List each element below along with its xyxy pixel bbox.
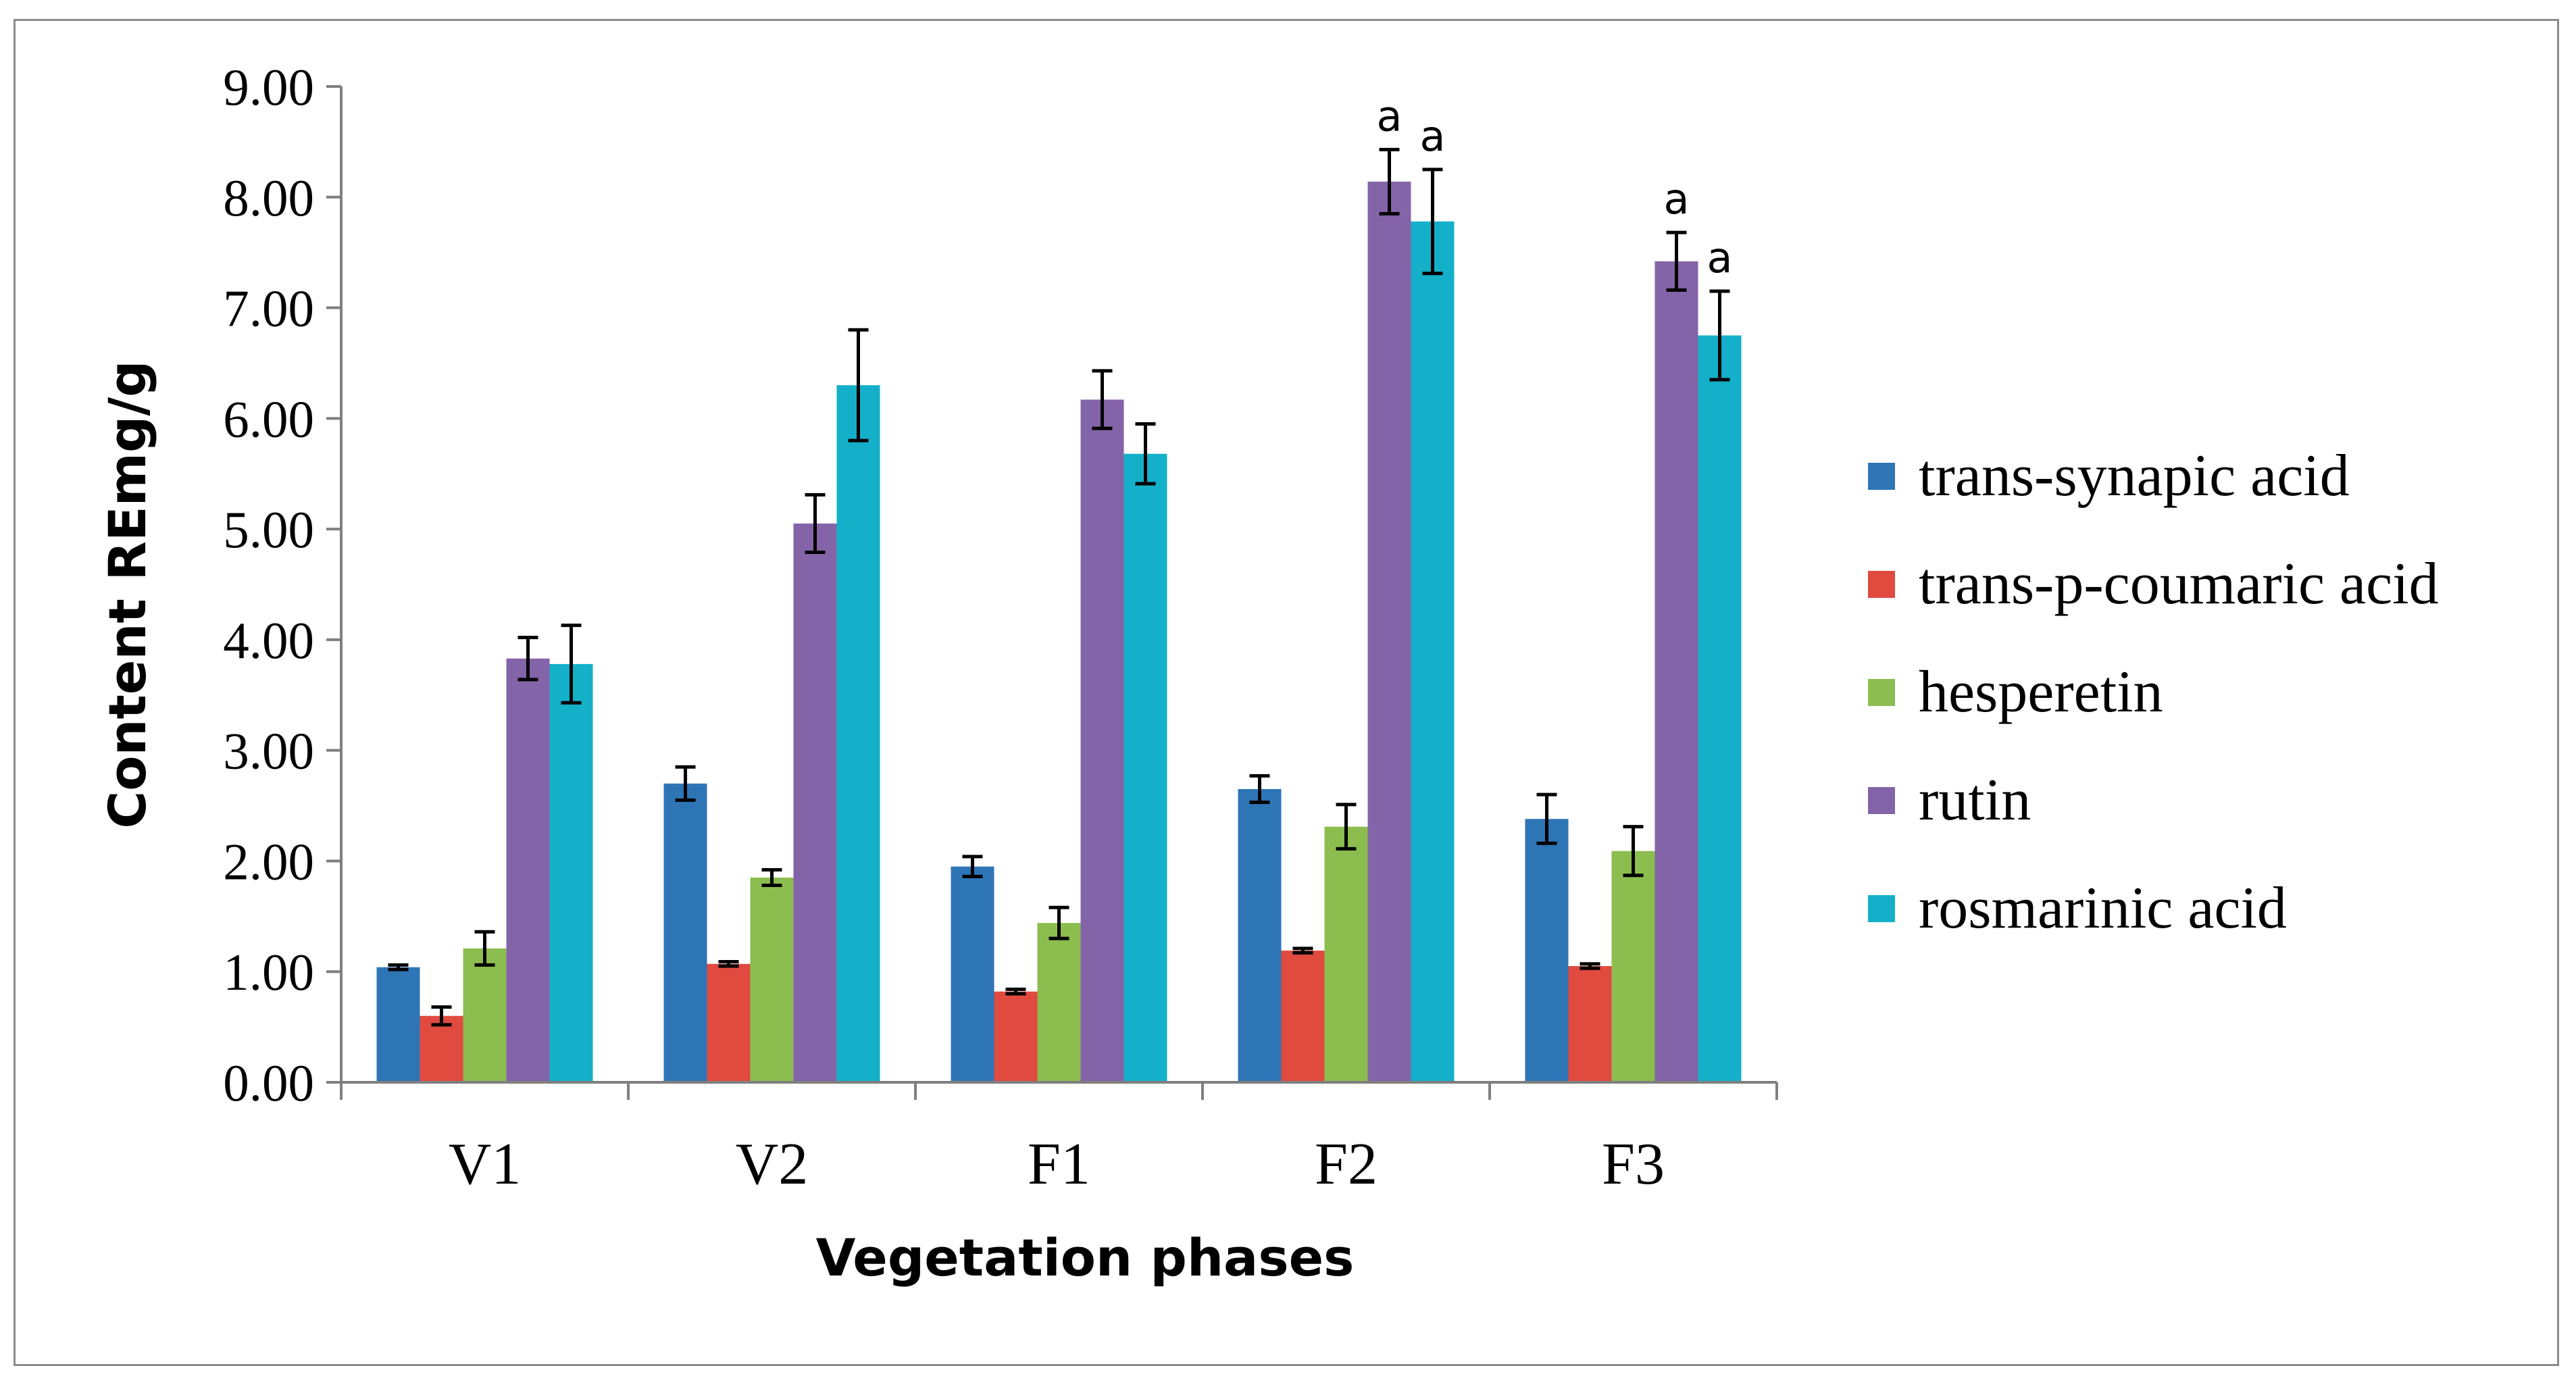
axes-layer <box>340 86 1777 1084</box>
legend-swatch <box>1868 571 1895 598</box>
y-tick-label: 7.00 <box>223 280 314 338</box>
error-bar <box>1336 803 1357 851</box>
bar-v2-trans-p-coumaric-acid <box>707 963 751 1082</box>
chart-frame <box>14 19 2559 1366</box>
error-bar <box>761 868 782 887</box>
error-bar <box>1092 369 1113 430</box>
y-tick-label: 5.00 <box>223 501 314 559</box>
legend-item: rosmarinic acid <box>1868 876 2287 941</box>
bar-f2-trans-p-coumaric-acid <box>1281 951 1325 1082</box>
legend-swatch <box>1868 895 1895 922</box>
legend-item: rutin <box>1868 767 2031 833</box>
bar-f2-trans-synapic-acid <box>1238 788 1282 1082</box>
legend-label: trans-p-coumaric acid <box>1919 551 2439 617</box>
legend-label: rutin <box>1919 767 2031 833</box>
legend-item: trans-synapic acid <box>1868 443 2350 509</box>
bar-f2-rosmarinic-acid <box>1411 221 1455 1083</box>
bar-f3-hesperetin <box>1611 851 1655 1082</box>
annotations-layer: a aaa <box>1377 91 1733 282</box>
bar-f1-rutin <box>1080 399 1124 1082</box>
bar-v1-rosmarinic-acid <box>549 663 593 1082</box>
bar-v2-hesperetin <box>750 878 794 1082</box>
legend-swatch <box>1868 787 1895 814</box>
error-bar <box>561 624 582 705</box>
x-tick-label-f2: F2 <box>1315 1132 1378 1197</box>
error-bar <box>1005 987 1026 996</box>
bar-v1-trans-p-coumaric-acid <box>420 1015 463 1082</box>
x-tick-label-v2: V2 <box>736 1132 809 1197</box>
legend-item: hesperetin <box>1868 659 2163 725</box>
bar-f1-rosmarinic-acid <box>1123 453 1167 1082</box>
error-bar <box>718 959 739 968</box>
x-axis-title: Vegetation phases <box>816 1228 1355 1288</box>
legend-label: trans-synapic acid <box>1919 443 2350 509</box>
y-tick-label: 4.00 <box>223 611 314 670</box>
significance-annotation: a <box>1664 174 1690 224</box>
bar-f3-rosmarinic-acid <box>1698 335 1742 1082</box>
bar-f1-hesperetin <box>1037 923 1081 1082</box>
error-bar <box>675 765 696 802</box>
error-bar <box>1292 946 1313 955</box>
bars-layer <box>376 181 1742 1083</box>
error-bar <box>517 636 538 682</box>
bar-v1-rutin <box>506 658 550 1082</box>
error-bar <box>848 328 869 443</box>
significance-annotation: a <box>1707 233 1733 282</box>
error-bar <box>1623 825 1644 878</box>
error-bar <box>388 963 409 971</box>
error-bar <box>1709 289 1730 382</box>
bar-v2-rutin <box>793 523 837 1082</box>
error-bar <box>805 493 826 555</box>
significance-annotation: a <box>1420 111 1446 161</box>
bar-f3-trans-p-coumaric-acid <box>1568 966 1612 1082</box>
y-axis-title: Content REmg/g <box>97 360 157 828</box>
bar-v2-trans-synapic-acid <box>663 783 707 1082</box>
error-bar <box>1580 962 1600 970</box>
legend-item: trans-p-coumaric acid <box>1868 551 2439 617</box>
y-tick-label: 9.00 <box>223 58 314 116</box>
significance-annotation: a <box>1377 91 1403 141</box>
y-tick-label: 0.00 <box>223 1054 314 1112</box>
error-bar <box>431 1005 452 1027</box>
bar-f1-trans-synapic-acid <box>951 866 994 1082</box>
error-bar <box>1422 168 1443 276</box>
legend: trans-synapic acid trans-p-coumaric acid h… <box>1868 443 2439 941</box>
error-bar <box>474 930 495 967</box>
error-bar <box>1666 230 1687 292</box>
legend-swatch <box>1868 463 1895 490</box>
y-tick-label: 2.00 <box>223 832 314 890</box>
bar-f2-rutin <box>1367 181 1411 1082</box>
y-tick-label: 1.00 <box>223 943 314 1001</box>
error-bar <box>1379 147 1400 216</box>
y-tick-label: 3.00 <box>223 722 314 780</box>
x-tick-label-f3: F3 <box>1602 1132 1665 1197</box>
legend-label: hesperetin <box>1919 659 2163 725</box>
y-tick-label: 6.00 <box>223 390 314 448</box>
legend-swatch <box>1868 679 1895 706</box>
error-bar <box>962 855 983 878</box>
error-bars-layer <box>388 147 1730 1027</box>
bar-v1-trans-synapic-acid <box>376 967 420 1082</box>
error-bar <box>1135 422 1156 486</box>
x-tick-label-v1: V1 <box>449 1132 522 1197</box>
ticks-layer: 0.00 1.00 2.00 3.00 4.00 5.00 6.00 7.00 8.00 9.00… <box>223 58 1778 1197</box>
error-bar <box>1536 792 1557 845</box>
bar-f1-trans-p-coumaric-acid <box>994 991 1038 1082</box>
error-bar <box>1049 905 1069 940</box>
error-bar <box>1249 774 1270 805</box>
bar-f3-rutin <box>1655 261 1698 1082</box>
bar-v1-hesperetin <box>463 948 507 1082</box>
bar-v2-rosmarinic-acid <box>836 385 880 1083</box>
bar-f2-hesperetin <box>1324 826 1368 1082</box>
x-tick-label-f1: F1 <box>1028 1132 1090 1197</box>
legend-label: rosmarinic acid <box>1919 876 2287 941</box>
bar-f3-trans-synapic-acid <box>1525 819 1569 1082</box>
y-tick-label: 8.00 <box>223 169 314 227</box>
